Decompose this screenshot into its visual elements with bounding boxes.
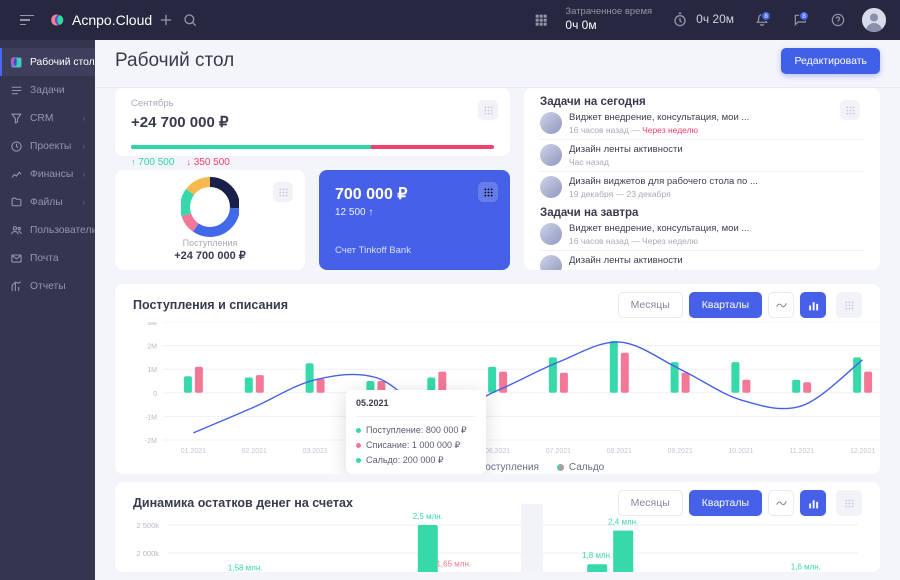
svg-text:1,58 млн.: 1,58 млн. xyxy=(228,564,263,573)
svg-text:3M: 3M xyxy=(147,322,157,327)
svg-text:09.2021: 09.2021 xyxy=(667,448,692,455)
svg-text:2 000k: 2 000k xyxy=(136,549,159,558)
svg-text:1,6 млн.: 1,6 млн. xyxy=(791,562,821,571)
svg-text:1,8 млн.: 1,8 млн. xyxy=(582,551,612,560)
svg-text:10.2021: 10.2021 xyxy=(728,448,753,455)
svg-text:1,65 млн.: 1,65 млн. xyxy=(436,560,471,569)
svg-text:-1M: -1M xyxy=(145,414,157,421)
svg-text:11.2021: 11.2021 xyxy=(789,448,814,455)
svg-text:2,5 млн.: 2,5 млн. xyxy=(413,512,443,521)
svg-text:01.2021: 01.2021 xyxy=(181,448,206,455)
svg-text:12.2021: 12.2021 xyxy=(850,448,875,455)
svg-text:2,4 млн.: 2,4 млн. xyxy=(608,518,638,527)
svg-text:08.2021: 08.2021 xyxy=(607,448,632,455)
svg-text:0: 0 xyxy=(153,391,157,398)
svg-text:02.2021: 02.2021 xyxy=(242,448,267,455)
svg-text:03.2021: 03.2021 xyxy=(302,448,327,455)
svg-text:06.2021: 06.2021 xyxy=(485,448,510,455)
svg-text:2 500k: 2 500k xyxy=(136,521,159,530)
svg-text:2M: 2M xyxy=(147,344,157,351)
svg-text:1M: 1M xyxy=(147,367,157,374)
svg-text:-2M: -2M xyxy=(145,438,157,445)
svg-text:07.2021: 07.2021 xyxy=(546,448,571,455)
